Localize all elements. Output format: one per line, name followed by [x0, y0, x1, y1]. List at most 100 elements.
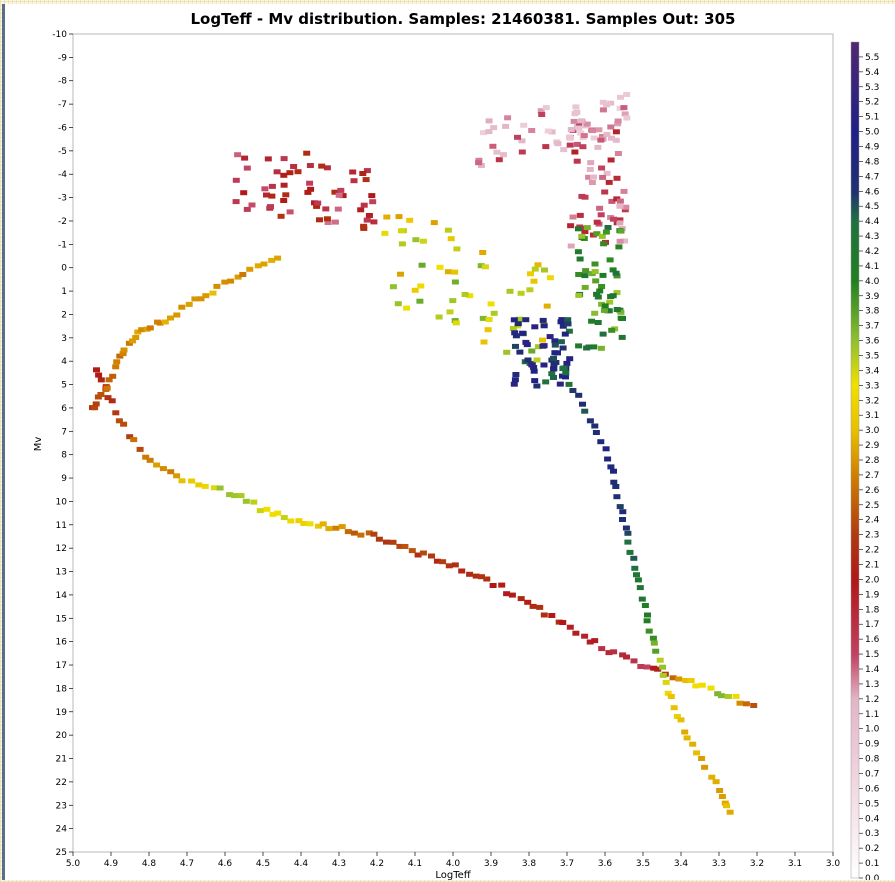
- colorbar-tick-label: 3.4: [865, 366, 880, 376]
- heatmap-cell: [617, 94, 624, 100]
- heatmap-cell: [543, 303, 551, 309]
- heatmap-cell: [707, 685, 715, 691]
- heatmap-cell: [280, 156, 288, 162]
- heatmap-cell: [583, 345, 591, 351]
- heatmap-cell: [598, 134, 606, 139]
- heatmap-cell: [530, 278, 538, 284]
- heatmap-cell: [370, 531, 378, 537]
- y-tick-label: 19: [56, 708, 68, 718]
- heatmap-cell: [590, 344, 598, 350]
- heatmap-cell: [623, 115, 631, 121]
- heatmap-cell: [197, 296, 205, 302]
- colorbar-tick-label: 0.6: [865, 784, 880, 794]
- heatmap-cell: [614, 118, 622, 124]
- heatmap-cell: [718, 794, 726, 799]
- heatmap-cell: [569, 388, 577, 393]
- heatmap-cell: [472, 573, 480, 579]
- heatmap-cell: [359, 171, 367, 176]
- heatmap-cell: [319, 521, 327, 527]
- colorbar-tick-label: 0.0: [865, 874, 880, 880]
- y-tick-label: -3: [58, 194, 67, 204]
- colorbar-tick-label: 4.1: [865, 262, 879, 272]
- x-tick-label: 4.5: [256, 859, 270, 869]
- heatmap-cell: [614, 121, 622, 127]
- heatmap-cell: [322, 206, 330, 212]
- y-tick-label: 6: [61, 404, 67, 414]
- heatmap-cell: [636, 585, 644, 591]
- y-axis-label: Mv: [33, 437, 44, 452]
- heatmap-cell: [105, 377, 113, 383]
- heatmap-cell: [573, 158, 581, 164]
- x-tick-label: 3.9: [484, 859, 499, 869]
- colorbar-tick-label: 3.6: [865, 337, 880, 347]
- heatmap-cell: [698, 682, 706, 688]
- heatmap-cell: [589, 128, 597, 134]
- heatmap-cell: [419, 550, 427, 556]
- heatmap-cell: [610, 479, 618, 485]
- heatmap-cell: [280, 172, 288, 178]
- colorbar: [850, 41, 860, 879]
- heatmap-cell: [231, 493, 238, 499]
- heatmap-cells: [89, 92, 758, 815]
- y-tick-label: 15: [56, 614, 67, 624]
- y-tick-label: 22: [56, 778, 67, 788]
- heatmap-cell: [481, 264, 489, 270]
- heatmap-cell: [511, 330, 519, 336]
- heatmap-cell: [562, 374, 569, 380]
- heatmap-cell: [574, 249, 582, 255]
- heatmap-cell: [594, 294, 602, 300]
- heatmap-cell: [586, 167, 594, 172]
- heatmap-cell: [383, 539, 390, 545]
- heatmap-cell: [444, 227, 452, 233]
- heatmap-cell: [617, 228, 625, 234]
- heatmap-cell: [514, 134, 521, 140]
- heatmap-cell: [504, 115, 512, 121]
- heatmap-cell: [146, 457, 154, 463]
- x-tick-label: 3.2: [750, 859, 764, 869]
- colorbar-tick-label: 3.0: [865, 426, 880, 436]
- heatmap-cell: [613, 273, 621, 279]
- heatmap-cell: [146, 325, 154, 331]
- heatmap-cell: [375, 536, 383, 542]
- y-tick-label: 21: [56, 755, 67, 765]
- heatmap-cell: [447, 236, 455, 242]
- heatmap-cell: [673, 714, 681, 719]
- heatmap-cell: [576, 212, 584, 218]
- heatmap-cell: [533, 357, 541, 363]
- heatmap-cell: [243, 206, 251, 212]
- colorbar-tick-label: 3.9: [865, 292, 880, 302]
- y-tick-label: 14: [56, 591, 68, 601]
- heatmap-cell: [596, 288, 604, 294]
- heatmap-cell: [517, 596, 525, 602]
- colorbar-tick-label: 1.5: [865, 650, 879, 660]
- heatmap-cell: [598, 165, 606, 171]
- heatmap-cell: [602, 229, 610, 235]
- colorbar-tick-label: 2.5: [865, 501, 879, 511]
- heatmap-cell: [178, 478, 186, 484]
- heatmap-cell: [428, 553, 435, 559]
- heatmap-cell: [477, 263, 485, 269]
- heatmap-cell: [445, 563, 453, 569]
- heatmap-cell: [609, 267, 617, 273]
- heatmap-cell: [581, 408, 589, 414]
- heatmap-cell: [156, 320, 164, 326]
- heatmap-cell: [645, 628, 653, 634]
- heatmap-cell: [556, 381, 564, 387]
- heatmap-cell: [607, 464, 615, 470]
- heatmap-cell: [546, 334, 554, 340]
- heatmap-cell: [550, 366, 558, 372]
- heatmap-cell: [363, 168, 371, 174]
- colorbar-tick-label: 1.3: [865, 680, 879, 690]
- colorbar-tick-label: 3.5: [865, 352, 879, 362]
- colorbar-tick-label: 1.0: [865, 725, 880, 735]
- heatmap-cell: [418, 262, 426, 268]
- heatmap-cell: [619, 509, 627, 515]
- heatmap-cell: [201, 483, 209, 489]
- heatmap-cell: [335, 192, 343, 198]
- colorbar-tick-label: 2.3: [865, 531, 879, 541]
- heatmap-cell: [570, 118, 578, 124]
- heatmap-cell: [565, 381, 573, 387]
- chart-title: LogTeff - Mv distribution. Samples: 2146…: [191, 10, 736, 28]
- heatmap-cell: [698, 756, 706, 761]
- plot-area: [72, 33, 834, 853]
